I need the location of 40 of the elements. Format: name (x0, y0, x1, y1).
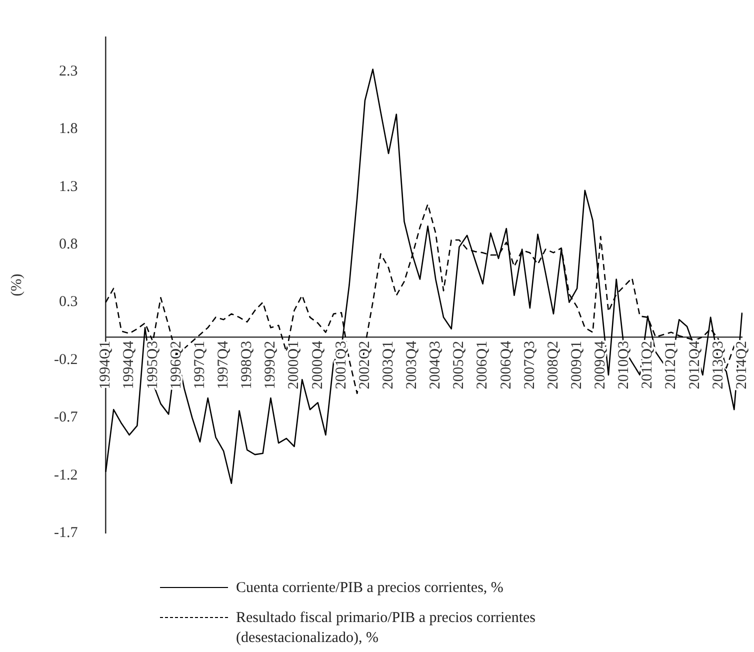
x-tick-label: 2006Q4 (498, 340, 514, 390)
x-tick-label: 1997Q4 (216, 340, 232, 390)
x-tick-label: 2004Q3 (428, 340, 444, 390)
x-tick-label: 2014Q2 (734, 340, 750, 390)
x-tick-label: 2011Q2 (640, 340, 656, 389)
y-tick-label: 1.3 (58, 178, 78, 195)
x-tick-label: 2006Q1 (474, 340, 491, 390)
y-tick-label: 2.3 (58, 64, 78, 80)
x-tick-label: 1998Q3 (239, 340, 256, 390)
x-tick-label: 2003Q1 (380, 340, 396, 390)
x-tick-label: 2012Q1 (663, 340, 680, 390)
x-tick-label: 1995Q3 (144, 340, 161, 390)
x-tick-label: 2012Q4 (686, 340, 703, 390)
x-tick-label: 2001Q3 (333, 340, 350, 390)
legend-label: Cuenta corriente/PIB a precios corrientes, % (236, 579, 504, 598)
x-tick-label: 2013Q3 (710, 340, 726, 390)
x-tick-label: 2000Q4 (310, 340, 326, 390)
legend-label: Resultado fiscal primario/PIB a precios corrientes (desestacionalizado), % (236, 609, 536, 648)
x-tick-label: 1999Q2 (262, 340, 279, 390)
x-tick-label: 2009Q1 (568, 340, 585, 390)
y-tick-label: -0.7 (54, 410, 78, 426)
y-tick-label: 0.3 (58, 294, 78, 310)
x-tick-label: 2007Q3 (522, 340, 538, 390)
y-axis-title: (%) (8, 274, 25, 296)
y-tick-label: -1.7 (54, 524, 78, 541)
y-tick-label: 1.8 (58, 121, 78, 138)
x-tick-label: 1994Q1 (98, 340, 114, 390)
x-tick-label: 1997Q1 (192, 340, 208, 390)
x-tick-label: 2009Q4 (592, 340, 609, 390)
y-tick-label: 0.8 (58, 236, 78, 253)
x-tick-label: 2003Q4 (404, 340, 420, 390)
x-tick-label: 1996Q2 (168, 340, 184, 390)
x-tick-label: 2008Q2 (545, 340, 562, 390)
x-tick-label: 2002Q2 (356, 340, 373, 390)
y-tick-label: -1.2 (54, 467, 78, 484)
x-tick-label: 2000Q1 (286, 340, 302, 390)
x-tick-label: 1994Q4 (121, 340, 138, 390)
x-tick-label: 2010Q3 (616, 340, 632, 390)
x-tick-label: 2005Q2 (451, 340, 468, 390)
y-tick-label: -0.2 (54, 352, 78, 368)
